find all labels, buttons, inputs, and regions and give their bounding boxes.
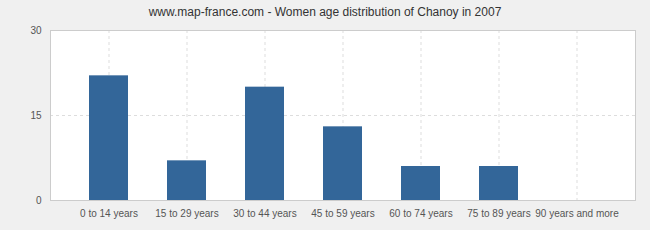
html-text:www.map-france.com - Women age: www.map-france.com - Women age distribut… [148,5,502,19]
svg-text:0: 0 [36,195,42,206]
svg-text:15 to 29 years: 15 to 29 years [155,208,218,219]
svg-text:30: 30 [30,25,42,36]
svg-text:45 to 59 years: 45 to 59 years [311,208,374,219]
svg-text:90 years and more: 90 years and more [535,208,619,219]
svg-text:60 to 74 years: 60 to 74 years [389,208,452,219]
svg-text:0 to 14 years: 0 to 14 years [80,208,138,219]
svg-text:15: 15 [30,110,42,121]
svg-text:75 to 89 years: 75 to 89 years [467,208,530,219]
svg-text:30 to 44 years: 30 to 44 years [233,208,296,219]
